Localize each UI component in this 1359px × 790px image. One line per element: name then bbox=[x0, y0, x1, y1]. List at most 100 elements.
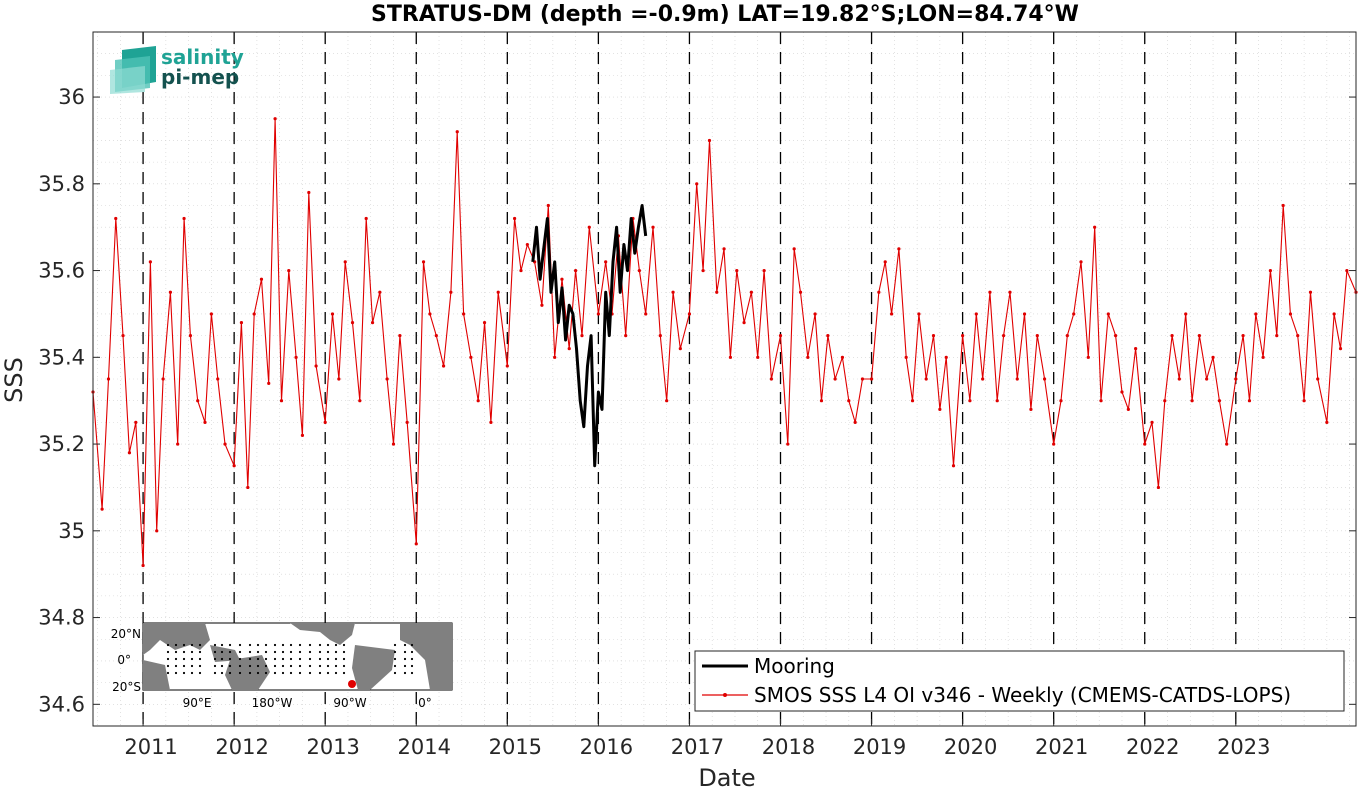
smos-point bbox=[449, 290, 453, 294]
smos-point bbox=[1184, 312, 1188, 316]
smos-point bbox=[853, 420, 857, 424]
inset-buoy-dot bbox=[298, 671, 302, 675]
smos-point bbox=[728, 355, 733, 359]
smos-point bbox=[414, 542, 418, 546]
x-tick-label: 2012 bbox=[215, 735, 268, 759]
smos-point bbox=[519, 268, 523, 273]
smos-point bbox=[762, 268, 766, 273]
inset-buoy-dot bbox=[256, 643, 260, 647]
smos-point bbox=[513, 216, 517, 221]
inset-buoy-dot bbox=[326, 650, 330, 654]
inset-buoy-dot bbox=[264, 671, 268, 675]
inset-buoy-dot bbox=[264, 643, 268, 647]
x-tick-label: 2018 bbox=[762, 735, 815, 759]
smos-point bbox=[658, 334, 662, 338]
smos-point bbox=[1163, 399, 1167, 403]
inset-buoy-dot bbox=[318, 657, 322, 661]
inset-lon-label-180w: 180°W bbox=[252, 696, 293, 710]
inset-buoy-dot bbox=[238, 664, 242, 668]
inset-buoy-dot bbox=[248, 650, 252, 654]
inset-buoy-dot bbox=[342, 650, 346, 654]
inset-buoy-dot bbox=[289, 671, 293, 675]
inset-buoy-dot bbox=[393, 657, 397, 661]
smos-point bbox=[182, 216, 186, 221]
smos-point bbox=[944, 355, 948, 359]
inset-buoy-dot bbox=[264, 664, 268, 668]
inset-buoy-dot bbox=[174, 650, 178, 654]
salinity-pimep-logo: salinity pi-mep bbox=[110, 45, 244, 94]
inset-lat-label-20n: 20°N bbox=[111, 627, 141, 641]
smos-point bbox=[1302, 399, 1306, 403]
smos-point bbox=[826, 334, 830, 338]
inset-buoy-dot bbox=[393, 650, 397, 654]
inset-buoy-dot bbox=[273, 643, 277, 647]
smos-point bbox=[168, 290, 173, 294]
smos-point bbox=[141, 563, 145, 568]
inset-buoy-dot bbox=[298, 657, 302, 661]
inset-buoy-dot bbox=[238, 657, 242, 661]
smos-point bbox=[385, 377, 389, 381]
y-tick-label: 34.8 bbox=[38, 606, 85, 630]
inset-buoy-dot bbox=[334, 664, 338, 668]
x-tick-label: 2022 bbox=[1126, 735, 1179, 759]
inset-land-south-america bbox=[352, 645, 395, 690]
x-tick-label: 2017 bbox=[671, 735, 724, 759]
inset-buoy-dot bbox=[410, 671, 414, 675]
inset-buoy-dot bbox=[238, 650, 242, 654]
chart-title: STRATUS-DM (depth =-0.9m) LAT=19.82°S;LO… bbox=[371, 2, 1079, 27]
smos-point bbox=[1042, 377, 1047, 381]
smos-point bbox=[637, 268, 641, 273]
y-tick-label: 34.6 bbox=[38, 692, 85, 716]
smos-point bbox=[1241, 334, 1245, 338]
smos-point bbox=[604, 260, 608, 264]
smos-point bbox=[1205, 377, 1209, 381]
x-tick-label: 2020 bbox=[944, 735, 997, 759]
legend-box bbox=[694, 650, 1345, 712]
inset-buoy-dot bbox=[393, 664, 397, 668]
smos-point bbox=[1143, 442, 1147, 446]
x-tick-label: 2023 bbox=[1217, 735, 1270, 759]
inset-buoy-dot bbox=[182, 657, 186, 661]
smos-point bbox=[1345, 268, 1349, 273]
inset-buoy-dot bbox=[308, 657, 312, 661]
inset-land-africa bbox=[143, 660, 170, 690]
inset-buoy-dot bbox=[334, 671, 338, 675]
smos-point bbox=[974, 312, 978, 316]
legend-label-smos: SMOS SSS L4 OI v346 - Weekly (CMEMS-CATD… bbox=[754, 683, 1291, 707]
inset-buoy-dot bbox=[182, 643, 186, 647]
smos-point bbox=[134, 420, 138, 424]
inset-buoy-dot bbox=[213, 664, 217, 668]
smos-point bbox=[546, 203, 550, 208]
smos-point bbox=[188, 334, 193, 338]
smos-point bbox=[1247, 399, 1252, 403]
inset-buoy-dot bbox=[198, 664, 202, 668]
smos-point bbox=[1022, 312, 1027, 316]
smos-point bbox=[860, 377, 865, 381]
grid bbox=[93, 32, 1356, 726]
smos-point bbox=[1093, 225, 1097, 229]
smos-point bbox=[644, 312, 648, 316]
smos-point bbox=[1099, 399, 1103, 403]
x-tick-label: 2011 bbox=[124, 735, 177, 759]
inset-buoy-dot bbox=[298, 664, 302, 668]
smos-point bbox=[496, 290, 500, 294]
inset-buoy-dot bbox=[342, 657, 346, 661]
x-tick-label: 2019 bbox=[853, 735, 906, 759]
inset-lon-label-90e: 90°E bbox=[183, 696, 212, 710]
smos-point bbox=[370, 321, 375, 325]
inset-buoy-dot bbox=[326, 657, 330, 661]
inset-buoy-dot bbox=[289, 643, 293, 647]
smos-point bbox=[259, 277, 264, 281]
inset-buoy-dot bbox=[308, 643, 312, 647]
smos-point bbox=[314, 364, 318, 368]
inset-buoy-dot bbox=[256, 657, 260, 661]
smos-point bbox=[482, 321, 487, 325]
inset-buoy-dot bbox=[410, 650, 414, 654]
smos-point bbox=[273, 117, 277, 121]
smos-point bbox=[287, 268, 291, 273]
smos-point bbox=[216, 377, 220, 381]
smos-point bbox=[148, 260, 152, 264]
smos-point bbox=[889, 312, 894, 316]
smos-point bbox=[428, 312, 432, 316]
inset-stratus-marker bbox=[348, 680, 356, 688]
